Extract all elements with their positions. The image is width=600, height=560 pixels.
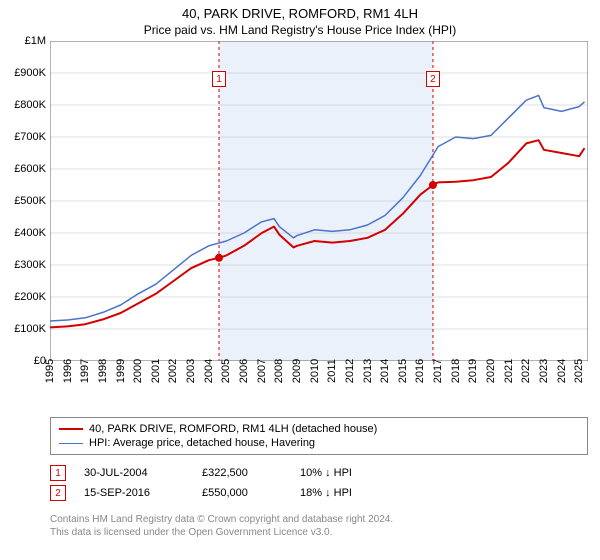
x-axis-label: 2016 [414,359,426,383]
chart-plot-area: £0£100K£200K£300K£400K£500K£600K£700K£80… [50,41,588,371]
x-axis-label: 2009 [291,359,303,383]
y-axis-label: £1M [25,35,46,47]
legend-label: 40, PARK DRIVE, ROMFORD, RM1 4LH (detach… [89,423,377,435]
x-axis-label: 1997 [79,359,91,383]
y-axis-label: £300K [14,259,46,271]
x-axis-label: 1999 [115,359,127,383]
sale-event-price: £322,500 [202,467,282,479]
sale-event-row: 2 15-SEP-2016 £550,000 18% ↓ HPI [50,483,588,503]
y-axis-label: £700K [14,131,46,143]
callout-marker: 1 [212,71,226,87]
chart-container: 40, PARK DRIVE, ROMFORD, RM1 4LH Price p… [0,0,600,539]
sale-event-date: 15-SEP-2016 [84,487,184,499]
x-axis-label: 2007 [256,359,268,383]
y-axis-label: £800K [14,99,46,111]
sale-event-marker: 1 [50,465,66,481]
sale-event-date: 30-JUL-2004 [84,467,184,479]
x-axis-label: 1998 [97,359,109,383]
x-axis-label: 2002 [167,359,179,383]
chart-subtitle: Price paid vs. HM Land Registry's House … [0,21,600,41]
sale-event-delta: 18% ↓ HPI [300,487,370,499]
y-axis-label: £500K [14,195,46,207]
x-axis-label: 2006 [238,359,250,383]
y-axis-label: £600K [14,163,46,175]
x-axis-label: 2014 [379,359,391,383]
legend-swatch [59,443,83,444]
x-axis-label: 2012 [344,359,356,383]
x-axis-label: 2000 [132,359,144,383]
y-axis-label: £200K [14,291,46,303]
x-axis-label: 2011 [326,359,338,383]
sale-event-marker: 2 [50,485,66,501]
x-axis-label: 2023 [538,359,550,383]
x-axis-label: 2015 [397,359,409,383]
sale-events-table: 1 30-JUL-2004 £322,500 10% ↓ HPI 2 15-SEP-201… [50,463,588,503]
x-axis-label: 2008 [273,359,285,383]
x-axis-label: 1995 [44,359,56,383]
callout-marker: 2 [426,71,440,87]
attribution-footer: Contains HM Land Registry data © Crown c… [50,513,588,539]
x-axis-label: 2017 [432,359,444,383]
footer-line: Contains HM Land Registry data © Crown c… [50,513,588,526]
x-axis-label: 2025 [573,359,585,383]
sale-event-delta: 10% ↓ HPI [300,467,370,479]
legend-item: 40, PARK DRIVE, ROMFORD, RM1 4LH (detach… [59,422,579,436]
legend-swatch [59,428,83,430]
x-axis-label: 2022 [520,359,532,383]
x-axis-label: 2010 [309,359,321,383]
x-axis-labels: 1995199619971998199920002001200220032004… [50,371,588,411]
x-axis-label: 2019 [467,359,479,383]
sale-event-row: 1 30-JUL-2004 £322,500 10% ↓ HPI [50,463,588,483]
x-axis-label: 2013 [362,359,374,383]
x-axis-label: 2024 [556,359,568,383]
legend-label: HPI: Average price, detached house, Have… [89,437,315,449]
chart-title: 40, PARK DRIVE, ROMFORD, RM1 4LH [0,0,600,21]
x-axis-label: 2020 [485,359,497,383]
x-axis-label: 2021 [503,359,515,383]
y-axis-label: £400K [14,227,46,239]
footer-line: This data is licensed under the Open Gov… [50,526,588,539]
y-axis-label: £900K [14,67,46,79]
x-axis-label: 2004 [203,359,215,383]
x-axis-label: 2003 [185,359,197,383]
x-axis-label: 1996 [62,359,74,383]
legend: 40, PARK DRIVE, ROMFORD, RM1 4LH (detach… [50,417,588,455]
line-chart [50,41,588,361]
x-axis-label: 2001 [150,359,162,383]
legend-item: HPI: Average price, detached house, Have… [59,436,579,450]
x-axis-label: 2018 [450,359,462,383]
sale-event-price: £550,000 [202,487,282,499]
x-axis-label: 2005 [220,359,232,383]
y-axis-label: £100K [14,323,46,335]
